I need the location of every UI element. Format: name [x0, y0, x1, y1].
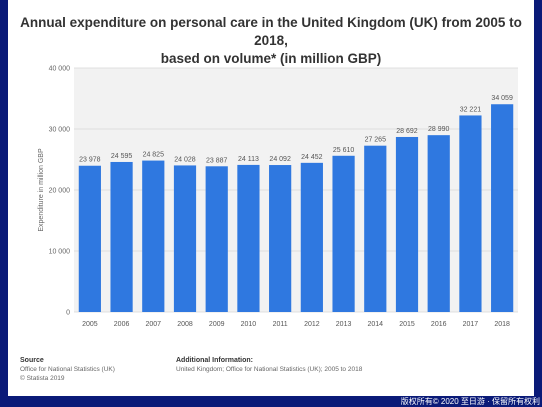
bar: [332, 155, 355, 312]
y-tick-label: 0: [66, 310, 70, 317]
bar: [300, 162, 323, 312]
source-line: Office for National Statistics (UK): [20, 366, 115, 373]
additional-info-heading: Additional Information:: [176, 357, 253, 364]
bar-value-label: 34 059: [491, 95, 513, 102]
bar: [459, 115, 482, 312]
bar: [269, 165, 292, 312]
bar-value-label: 24 452: [301, 154, 323, 161]
bar: [395, 136, 419, 312]
x-tick-label: 2006: [114, 321, 130, 328]
source-heading: Source: [20, 357, 44, 364]
watermark-text: 版权所有© 2020 至日游 · 保留所有权利: [400, 397, 540, 406]
copyright-line: © Statista 2019: [20, 375, 65, 382]
bar: [142, 160, 165, 312]
x-tick-label: 2005: [82, 321, 98, 328]
x-tick-label: 2017: [463, 321, 479, 328]
bar-value-label: 27 265: [365, 137, 387, 144]
x-tick-label: 2015: [399, 321, 415, 328]
bar: [237, 164, 260, 312]
bar-value-label: 24 825: [143, 152, 165, 159]
bar-value-label: 24 113: [238, 156, 259, 163]
bar-chart: 0 10 000 20 000 30 000 40 000 Expenditure in …: [38, 66, 518, 328]
bar: [491, 104, 514, 312]
x-tick-label: 2009: [209, 321, 225, 328]
chart-title-line-2: based on volume* (in million GBP): [160, 51, 382, 66]
x-tick-label: 2011: [273, 321, 288, 328]
bar-value-label: 28 692: [396, 128, 418, 135]
x-tick-label: 2018: [494, 321, 510, 328]
y-tick-label: 40 000: [49, 66, 71, 73]
x-tick-label: 2014: [367, 321, 383, 328]
x-tick-label: 2012: [304, 321, 320, 328]
bar-value-label: 23 887: [206, 157, 228, 164]
y-axis-label: Expenditure in million GBP: [38, 148, 45, 232]
additional-info-block: Additional Information: United Kingdom; …: [176, 356, 362, 374]
x-tick-label: 2010: [241, 321, 257, 328]
bar: [110, 161, 133, 312]
x-tick-label: 2007: [145, 321, 161, 328]
bar: [364, 145, 387, 312]
bar-value-label: 28 990: [428, 126, 450, 133]
bar-value-label: 23 978: [79, 157, 101, 164]
bar-value-label: 24 028: [174, 156, 196, 163]
bar: [205, 166, 228, 312]
bar-value-label: 24 092: [269, 156, 291, 163]
x-tick-label: 2013: [336, 321, 352, 328]
x-tick-label: 2008: [177, 321, 193, 328]
chart-title-line-1: Annual expenditure on personal care in t…: [20, 15, 522, 48]
bar: [173, 165, 197, 312]
chart-card: Annual expenditure on personal care in t…: [8, 0, 534, 396]
y-tick-label: 30 000: [49, 127, 71, 134]
chart-title: Annual expenditure on personal care in t…: [8, 14, 534, 68]
bar-value-label: 32 221: [460, 106, 482, 113]
y-tick-label: 20 000: [49, 188, 71, 195]
x-tick-label: 2016: [431, 321, 447, 328]
y-tick-label: 10 000: [49, 249, 71, 256]
bar-value-label: 24 595: [111, 153, 133, 160]
bar-value-label: 25 610: [333, 147, 355, 154]
bar: [78, 165, 101, 312]
additional-info-line: United Kingdom; Office for National Stat…: [176, 366, 363, 373]
bar: [427, 135, 450, 312]
source-block: Source Office for National Statistics (U…: [20, 356, 115, 383]
